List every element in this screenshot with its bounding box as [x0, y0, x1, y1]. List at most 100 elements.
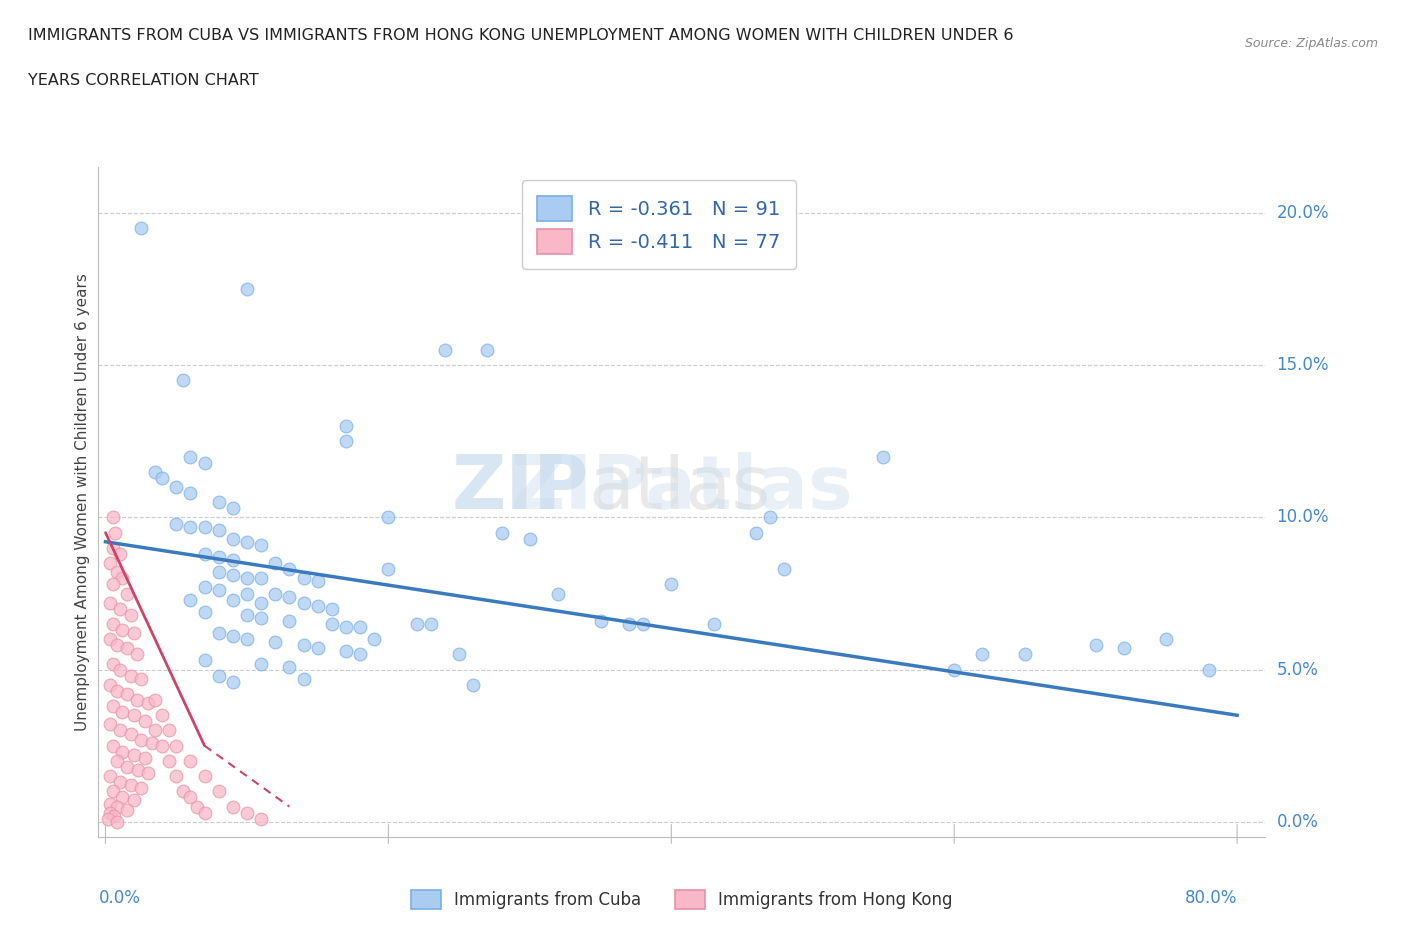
Point	[631, 617, 654, 631]
Point	[120, 777, 142, 792]
Point	[236, 805, 259, 820]
Point	[98, 555, 121, 570]
Text: 20.0%: 20.0%	[1277, 204, 1329, 222]
Point	[222, 592, 245, 607]
Point	[193, 580, 215, 595]
Point	[103, 808, 125, 823]
Point	[101, 784, 124, 799]
Y-axis label: Unemployment Among Women with Children Under 6 years: Unemployment Among Women with Children U…	[75, 273, 90, 731]
Point	[307, 598, 329, 613]
Text: IMMIGRANTS FROM CUBA VS IMMIGRANTS FROM HONG KONG UNEMPLOYMENT AMONG WOMEN WITH : IMMIGRANTS FROM CUBA VS IMMIGRANTS FROM …	[28, 28, 1014, 43]
Point	[108, 547, 131, 562]
Point	[250, 571, 273, 586]
Point	[101, 510, 124, 525]
Point	[193, 455, 215, 470]
Point	[101, 698, 124, 713]
Point	[122, 708, 145, 723]
Point	[193, 604, 215, 619]
Point	[179, 485, 201, 500]
Point	[141, 736, 163, 751]
Point	[264, 555, 287, 570]
Point	[157, 723, 180, 737]
Point	[172, 373, 194, 388]
Point	[477, 342, 499, 357]
Point	[208, 784, 231, 799]
Point	[111, 571, 134, 586]
Point	[120, 726, 142, 741]
Point	[165, 480, 187, 495]
Point	[1156, 631, 1178, 646]
Point	[98, 796, 121, 811]
Point	[172, 784, 194, 799]
Point	[463, 677, 485, 692]
Point	[236, 586, 259, 601]
Point	[547, 586, 569, 601]
Point	[111, 622, 134, 637]
Point	[872, 449, 894, 464]
Point	[104, 525, 127, 540]
Point	[222, 531, 245, 546]
Point	[150, 708, 173, 723]
Point	[250, 811, 273, 826]
Point	[98, 631, 121, 646]
Point	[150, 738, 173, 753]
Text: 10.0%: 10.0%	[1277, 509, 1329, 526]
Point	[703, 617, 725, 631]
Text: 0.0%: 0.0%	[1277, 813, 1319, 830]
Point	[419, 617, 441, 631]
Point	[115, 760, 138, 775]
Point	[250, 538, 273, 552]
Text: atIas: atIas	[589, 452, 770, 525]
Point	[193, 769, 215, 784]
Point	[292, 571, 315, 586]
Point	[193, 805, 215, 820]
Point	[101, 577, 124, 591]
Point	[349, 647, 371, 662]
Point	[208, 495, 231, 510]
Point	[150, 471, 173, 485]
Point	[745, 525, 768, 540]
Point	[405, 617, 427, 631]
Point	[165, 738, 187, 753]
Point	[349, 619, 371, 634]
Point	[108, 775, 131, 790]
Point	[377, 510, 399, 525]
Point	[250, 595, 273, 610]
Point	[165, 769, 187, 784]
Point	[363, 631, 385, 646]
Point	[292, 638, 315, 653]
Point	[134, 751, 156, 765]
Point	[105, 815, 128, 830]
Point	[111, 790, 134, 804]
Point	[278, 589, 301, 604]
Point	[307, 574, 329, 589]
Point	[208, 522, 231, 537]
Point	[98, 805, 121, 820]
Point	[278, 659, 301, 674]
Point	[193, 519, 215, 534]
Point	[773, 562, 796, 577]
Point	[157, 753, 180, 768]
Point	[659, 577, 682, 591]
Point	[335, 418, 357, 433]
Point	[250, 610, 273, 625]
Point	[179, 449, 201, 464]
Point	[179, 753, 201, 768]
Point	[98, 769, 121, 784]
Text: YEARS CORRELATION CHART: YEARS CORRELATION CHART	[28, 73, 259, 87]
Text: 0.0%: 0.0%	[98, 889, 141, 907]
Point	[105, 565, 128, 579]
Point	[98, 717, 121, 732]
Point	[1198, 662, 1220, 677]
Point	[321, 602, 343, 617]
Point	[125, 647, 148, 662]
Point	[236, 282, 259, 297]
Legend: Immigrants from Cuba, Immigrants from Hong Kong: Immigrants from Cuba, Immigrants from Ho…	[405, 884, 959, 916]
Point	[335, 619, 357, 634]
Point	[129, 220, 152, 235]
Point	[120, 607, 142, 622]
Point	[208, 550, 231, 565]
Point	[122, 793, 145, 808]
Point	[179, 790, 201, 804]
Point	[222, 501, 245, 516]
